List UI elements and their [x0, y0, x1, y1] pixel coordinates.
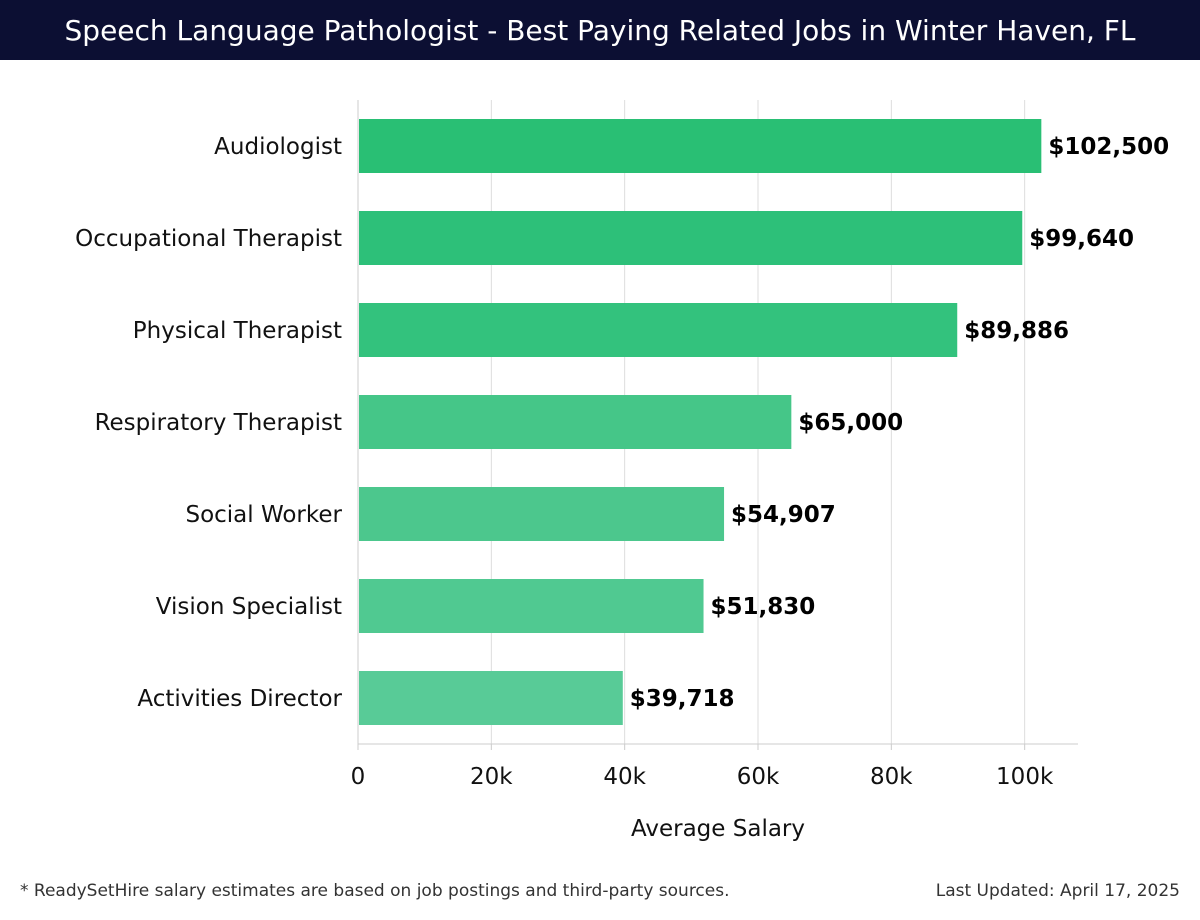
bar-0: [359, 119, 1042, 173]
value-label-6: $39,718: [630, 686, 735, 712]
category-label-1: Occupational Therapist: [75, 226, 342, 252]
bar-2: [359, 303, 958, 357]
x-tick-label-2: 40k: [603, 764, 646, 790]
bar-1: [359, 211, 1023, 265]
category-label-3: Respiratory Therapist: [95, 410, 342, 436]
category-label-5: Vision Specialist: [156, 594, 342, 620]
category-label-4: Social Worker: [185, 502, 342, 528]
value-label-3: $65,000: [798, 410, 903, 436]
value-label-2: $89,886: [964, 318, 1069, 344]
bar-5: [359, 579, 704, 633]
footer-note: * ReadySetHire salary estimates are base…: [20, 881, 730, 901]
value-label-5: $51,830: [711, 594, 816, 620]
x-tick-label-1: 20k: [470, 764, 513, 790]
chart-title: Speech Language Pathologist - Best Payin…: [64, 13, 1136, 47]
x-axis-label: Average Salary: [631, 816, 805, 842]
value-label-1: $99,640: [1029, 226, 1134, 252]
bar-6: [359, 671, 623, 725]
x-tick-label-4: 80k: [870, 764, 913, 790]
bar-4: [359, 487, 725, 541]
last-updated: Last Updated: April 17, 2025: [935, 881, 1180, 901]
x-tick-label-3: 60k: [737, 764, 780, 790]
category-label-0: Audiologist: [214, 134, 342, 160]
category-label-6: Activities Director: [137, 686, 342, 712]
bar-3: [359, 395, 792, 449]
x-tick-label-0: 0: [351, 764, 366, 790]
value-label-4: $54,907: [731, 502, 836, 528]
chart-title-bar: Speech Language Pathologist - Best Payin…: [0, 0, 1200, 60]
salary-bar-chart: Audiologist $102,500 Occupational Therapis…: [75, 100, 1169, 842]
category-label-2: Physical Therapist: [133, 318, 342, 344]
x-tick-label-5: 100k: [996, 764, 1054, 790]
value-label-0: $102,500: [1048, 134, 1169, 160]
